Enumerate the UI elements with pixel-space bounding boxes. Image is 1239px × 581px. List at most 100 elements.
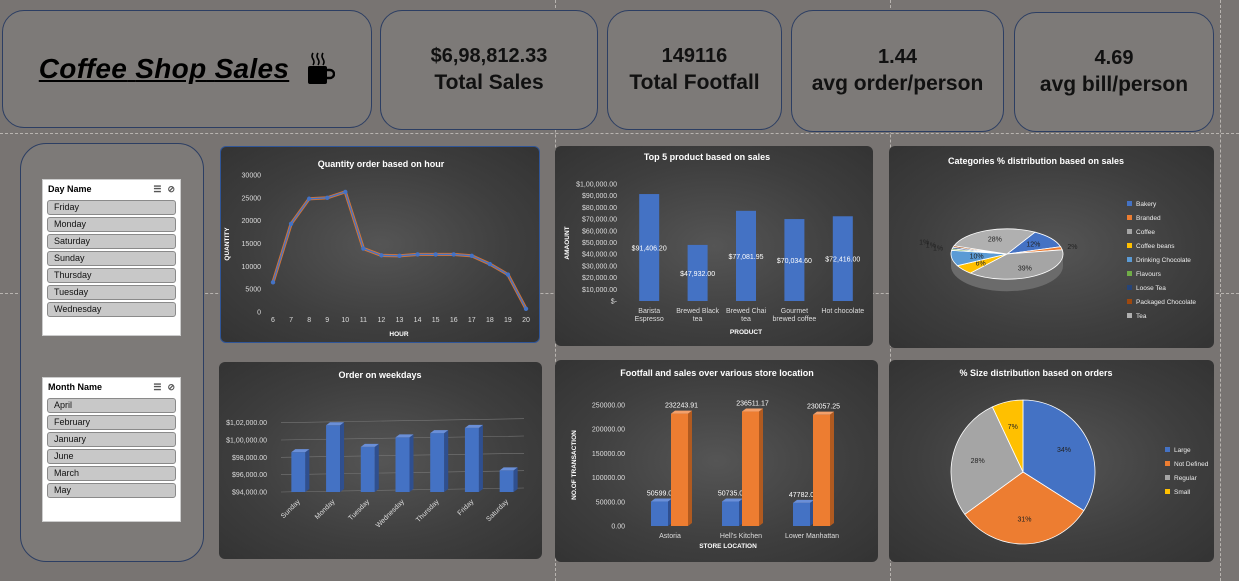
day-slicer-item-monday[interactable]: Monday [47,217,176,232]
y-tick-label: $90,000.00 [582,193,617,200]
legend-entry: Coffee beans [1136,243,1175,250]
y-tick-label: $30,000.00 [582,263,617,270]
data-label: 230057.25 [807,404,840,411]
data-point [523,306,529,312]
bar-side [478,424,483,492]
bar-top [360,443,379,447]
month-slicer-item-february[interactable]: February [47,415,176,430]
slicer-header: Day Name ☰ ⊘ [43,180,180,198]
bar [722,501,739,526]
x-tick-label: 14 [414,317,422,324]
data-label: $70,034.60 [777,258,812,265]
bar-top [395,434,414,438]
y-tick-label: $98,000.00 [232,455,267,462]
bar [464,427,479,492]
data-point [487,261,493,267]
kpi-total-footfall: 149116 Total Footfall [607,10,782,130]
x-tick-label: brewed coffee [772,316,816,323]
data-label: 50599.00 [647,491,676,498]
chart-sizes-panel: % Size distribution based on orders 34% 31… [889,360,1214,562]
stores-bar-chart: Footfall and sales over various store lo… [571,368,840,550]
grid-line [280,418,525,423]
day-slicer-item-wednesday[interactable]: Wednesday [47,302,176,317]
month-slicer-item-june[interactable]: June [47,449,176,464]
y-axis-title: QUANTITY [224,227,231,261]
x-tick-label: 6 [271,317,275,324]
x-tick-label: 9 [325,317,329,324]
y-tick-label: 200000.00 [592,427,625,434]
y-tick-label: $1,00,000.00 [226,438,267,445]
x-tick-label: 20 [522,317,530,324]
data-label: 10% [970,253,984,260]
bar-top [499,467,518,471]
kpi-total-sales: $6,98,812.33 Total Sales [380,10,598,130]
data-label: 1% [933,245,943,252]
x-tick-label: Hot chocolate [821,308,864,315]
x-axis-title: STORE LOCATION [699,543,757,550]
slicer-title: Day Name [48,184,92,194]
data-point [270,280,276,285]
x-tick-label: 15 [432,317,440,324]
y-tick-label: 0.00 [611,524,625,531]
multi-select-icon[interactable]: ☰ [153,381,162,392]
data-point [361,246,366,251]
day-slicer-item-tuesday[interactable]: Tuesday [47,285,176,300]
legend-entry: Large [1174,447,1191,454]
data-label: 31% [1017,516,1031,523]
day-slicer-item-saturday[interactable]: Saturday [47,234,176,249]
x-tick-label: 16 [450,317,458,324]
clear-filter-icon[interactable]: ⊘ [167,381,175,392]
legend-entry: Tea [1136,313,1147,320]
x-tick-label: Tuesday [347,498,371,522]
data-point [433,252,438,257]
legend-swatch [1127,215,1132,220]
y-tick-label: $1,02,000.00 [226,420,267,427]
pie-slice [1022,399,1096,512]
multi-select-icon[interactable]: ☰ [153,183,162,194]
legend-swatch [1127,257,1132,262]
x-tick-label: tea [741,316,751,323]
day-slicer-item-thursday[interactable]: Thursday [47,268,176,283]
legend-swatch [1127,243,1132,248]
legend-entry: Not Defined [1174,461,1209,468]
y-tick-label: $50,000.00 [582,240,617,247]
series-line [272,191,527,310]
bar [326,425,341,492]
month-slicer-item-january[interactable]: January [47,432,176,447]
title-card: Coffee Shop Sales [2,10,372,128]
month-slicer-item-may[interactable]: May [47,483,176,498]
month-slicer: Month Name ☰ ⊘ April February January June M… [42,377,181,522]
x-tick-label: Lower Manhattan [785,533,839,540]
clear-filter-icon[interactable]: ⊘ [167,183,175,194]
month-slicer-item-april[interactable]: April [47,398,176,413]
bar-side [409,434,414,492]
day-slicer-item-sunday[interactable]: Sunday [47,251,176,266]
data-point [325,195,330,201]
y-tick-label: $40,000.00 [582,252,617,259]
data-label: 6% [976,260,986,267]
x-tick-label: 18 [486,317,494,324]
x-tick-label: tea [693,316,703,323]
bar-side [759,408,763,526]
data-label: $91,406.20 [632,246,667,253]
x-tick-label: 12 [378,317,386,324]
day-slicer-item-friday[interactable]: Friday [47,200,176,215]
bar-top [651,498,672,502]
month-slicer-item-march[interactable]: March [47,466,176,481]
x-tick-label: Wednesday [375,498,406,529]
x-tick-label: 7 [289,317,293,324]
chart-weekdays-panel: Order on weekdays $94,000.00 $96,000.00 $98… [219,362,542,559]
bar [813,414,830,526]
x-tick-label: Brewed Chai [726,308,767,315]
coffee-cup-icon [308,52,336,84]
chart-title: % Size distribution based on orders [959,368,1112,378]
legend-swatch [1127,285,1132,290]
y-tick-label: $96,000.00 [232,472,267,479]
x-tick-label: 11 [360,317,367,324]
series-line-shadow [271,189,528,310]
chart-hour-panel: Quantity order based on hour 0 5000 10000 15… [220,146,540,343]
x-tick-label: Gourmet [781,308,808,315]
y-tick-label: 100000.00 [592,475,625,482]
y-tick-label: 10000 [242,264,262,271]
kpi-label: Total Footfall [629,71,760,94]
